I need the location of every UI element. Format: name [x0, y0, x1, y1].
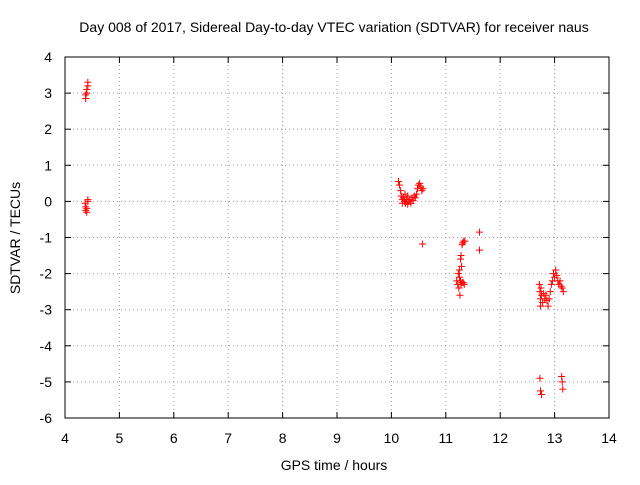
data-point	[457, 252, 465, 260]
y-tick-label: -5	[40, 374, 53, 390]
x-tick-label: 4	[61, 430, 69, 446]
x-tick-label: 10	[384, 430, 400, 446]
data-point	[535, 280, 543, 288]
data-point	[404, 200, 412, 208]
x-tick-label: 7	[224, 430, 232, 446]
data-point	[456, 255, 464, 263]
chart-title: Day 008 of 2017, Sidereal Day-to-day VTE…	[79, 19, 588, 35]
y-tick-label: 0	[44, 193, 52, 209]
data-point	[396, 181, 404, 189]
data-point	[397, 187, 405, 195]
y-tick-label: -1	[40, 230, 53, 246]
data-points	[81, 78, 567, 399]
data-point	[459, 279, 467, 287]
data-point	[542, 291, 550, 299]
data-point	[394, 178, 402, 186]
data-point	[461, 237, 469, 245]
x-tick-label: 13	[547, 430, 563, 446]
data-point	[536, 374, 544, 382]
data-point	[456, 291, 464, 299]
y-axis-label: SDTVAR / TECUs	[7, 182, 23, 294]
y-tick-label: 4	[44, 49, 52, 65]
data-point	[558, 372, 566, 380]
x-tick-label: 6	[170, 430, 178, 446]
data-point	[454, 270, 462, 278]
data-point	[558, 378, 566, 386]
data-point	[458, 262, 466, 270]
data-point	[538, 391, 546, 399]
data-point	[82, 91, 90, 99]
data-point	[537, 284, 545, 292]
x-tick-label: 12	[492, 430, 508, 446]
data-point	[539, 298, 547, 306]
data-point	[536, 387, 544, 395]
data-point	[416, 179, 424, 187]
data-point	[545, 295, 553, 303]
data-point	[401, 190, 409, 198]
data-point	[399, 194, 407, 202]
x-tick-label: 14	[601, 430, 617, 446]
data-point	[455, 266, 463, 274]
grid-layer	[65, 57, 609, 418]
x-tick-label: 9	[333, 430, 341, 446]
data-point	[419, 185, 427, 193]
data-point	[411, 194, 419, 202]
data-point	[418, 240, 426, 248]
data-point	[455, 284, 463, 292]
data-point	[550, 270, 558, 278]
data-point	[83, 205, 91, 213]
data-point	[476, 246, 484, 254]
data-point	[544, 302, 552, 310]
x-axis-label: GPS time / hours	[281, 457, 388, 473]
data-point	[82, 206, 90, 214]
data-point	[460, 280, 468, 288]
data-point	[536, 288, 544, 296]
data-point	[559, 385, 567, 393]
data-point	[547, 280, 555, 288]
x-tick-label: 8	[279, 430, 287, 446]
data-point	[546, 288, 554, 296]
data-point	[536, 302, 544, 310]
y-tick-label: -2	[40, 266, 53, 282]
data-point	[458, 241, 466, 249]
data-point	[557, 282, 565, 290]
x-tick-label: 5	[116, 430, 124, 446]
data-point	[558, 284, 566, 292]
y-tick-label: -6	[40, 410, 53, 426]
y-tick-label: -4	[40, 338, 53, 354]
data-point	[418, 187, 426, 195]
y-tick-label: 3	[44, 85, 52, 101]
data-point	[412, 190, 420, 198]
y-tick-label: -3	[40, 302, 53, 318]
x-tick-label: 11	[439, 430, 454, 446]
data-point	[84, 78, 92, 86]
y-tick-label: 1	[44, 157, 52, 173]
data-point	[552, 266, 560, 274]
data-point	[476, 228, 484, 236]
data-point	[559, 288, 567, 296]
data-point	[83, 85, 91, 93]
data-point	[556, 277, 564, 285]
data-point	[84, 196, 92, 204]
data-point	[455, 273, 463, 281]
y-tick-label: 2	[44, 121, 52, 137]
data-point	[553, 271, 561, 279]
